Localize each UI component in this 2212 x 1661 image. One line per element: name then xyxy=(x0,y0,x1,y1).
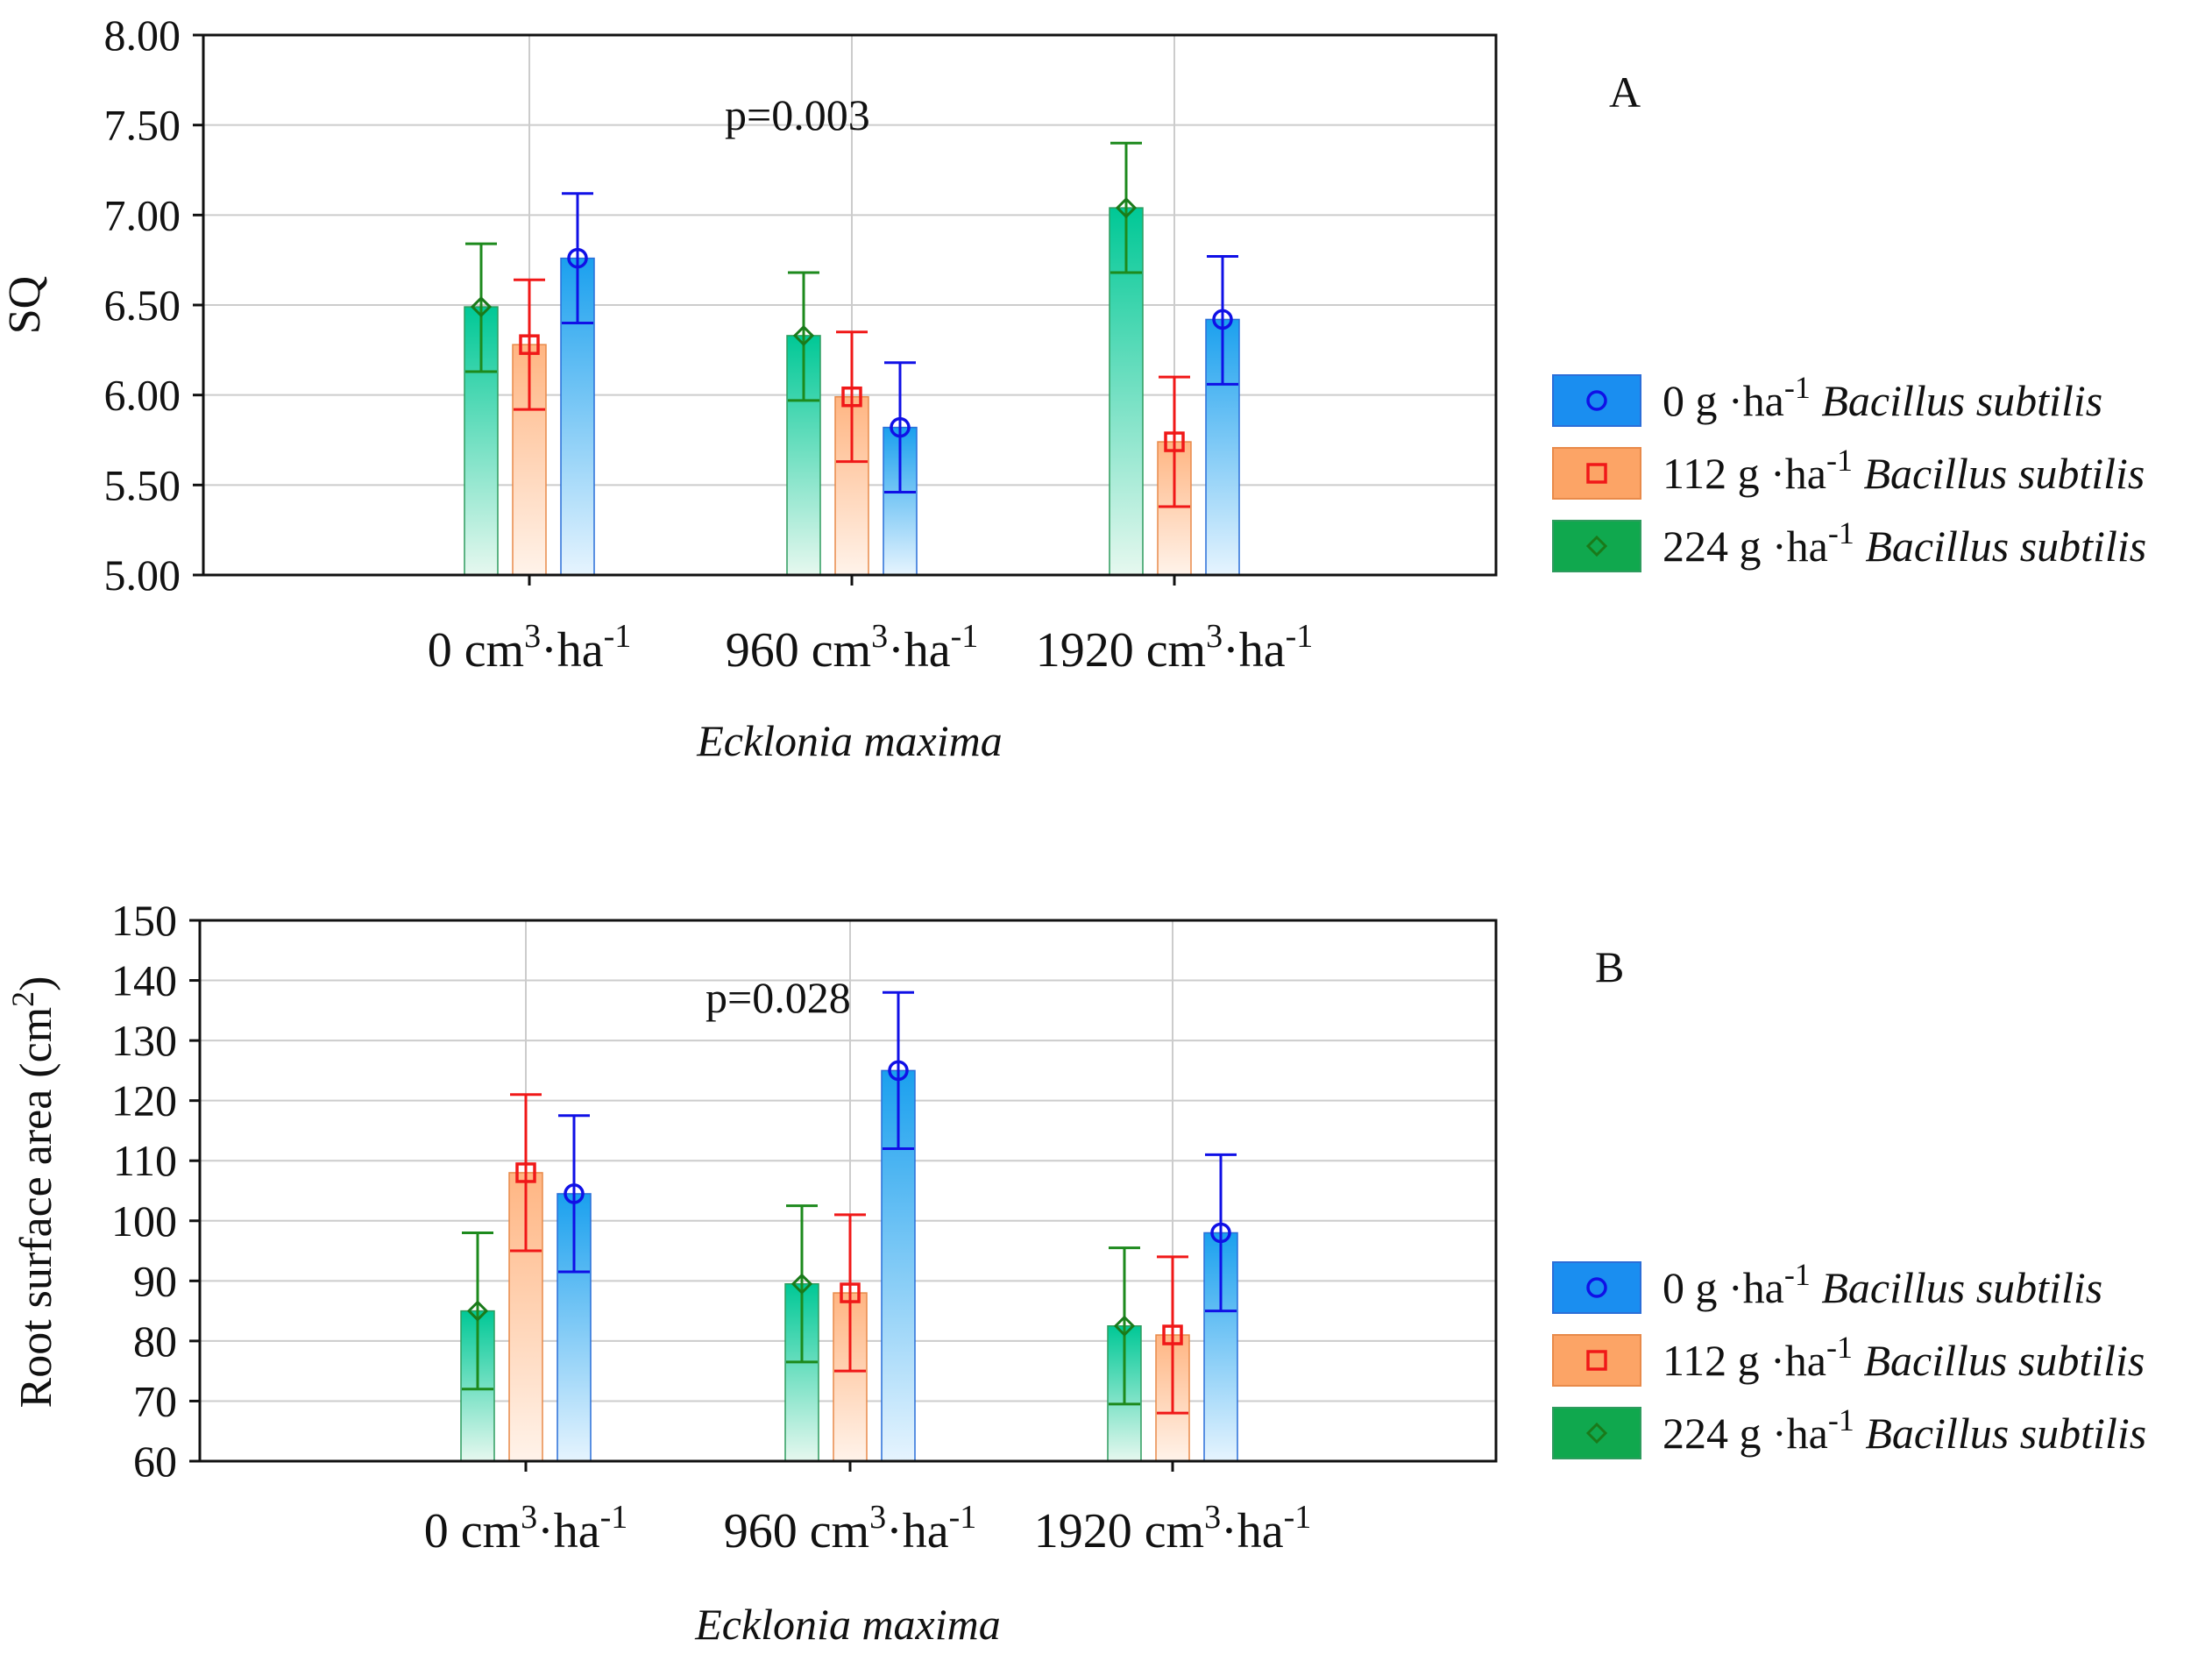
a-legend-label: 0 g ·ha-1 Bacillus subtilis xyxy=(1663,370,2102,425)
a-marker-diamond xyxy=(470,295,493,318)
a-marker-circle xyxy=(1212,309,1233,330)
b-xcategory-label: 0 cm3·ha-1 xyxy=(424,1499,628,1558)
a-ytick-label: 8.00 xyxy=(104,11,181,60)
b-legend-marker-square xyxy=(1586,1350,1607,1371)
b-ytick-label: 140 xyxy=(111,956,177,1005)
a-legend: 0 g ·ha-1 Bacillus subtilis 112 g ·ha-1 B… xyxy=(1552,370,2146,572)
b-legend-swatch-blue xyxy=(1552,1261,1641,1314)
b-legend-label: 112 g ·ha-1 Bacillus subtilis xyxy=(1663,1330,2145,1385)
b-marker-square xyxy=(515,1162,536,1183)
b-marker-diamond xyxy=(466,1300,489,1322)
b-marker-circle xyxy=(888,1060,909,1082)
a-legend-swatch-green xyxy=(1552,520,1641,572)
chart-panel-a: 5.00 5.50 6.00 6.50 7.00 7.50 8.00 0 cm3·ha-1 96… xyxy=(0,11,2146,765)
b-marker-circle xyxy=(564,1183,585,1204)
b-marker-square xyxy=(840,1282,861,1303)
a-marker-diamond xyxy=(1115,196,1138,219)
a-ytick-label: 5.50 xyxy=(104,460,181,509)
a-ytick-label: 7.00 xyxy=(104,190,181,239)
a-marker-circle xyxy=(890,416,911,438)
b-legend-marker-diamond xyxy=(1585,1422,1608,1445)
b-ytick-label: 90 xyxy=(133,1256,177,1305)
b-marker-circle xyxy=(1210,1222,1231,1244)
b-x-axis-title: Ecklonia maxima xyxy=(694,1600,1001,1649)
b-p-value: p=0.028 xyxy=(705,973,851,1022)
b-ytick-label: 110 xyxy=(113,1136,177,1185)
b-marker-diamond xyxy=(791,1273,813,1295)
a-marker-square xyxy=(841,386,862,408)
a-marker-square xyxy=(1164,431,1185,452)
b-ytick-label: 120 xyxy=(111,1076,177,1125)
a-y-axis-title: SQ xyxy=(0,276,50,334)
a-xcategory-label: 960 cm3·ha-1 xyxy=(726,618,979,678)
chart-panel-b: 60 70 80 90 100 110 120 130 140 150 0 cm3·ha-1 960 … xyxy=(5,896,2146,1649)
a-x-axis-title: Ecklonia maxima xyxy=(696,716,1003,765)
b-ytick-label: 70 xyxy=(133,1376,177,1425)
b-ytick-label: 130 xyxy=(111,1016,177,1065)
b-marker-diamond xyxy=(1113,1315,1136,1337)
b-ytick-label: 80 xyxy=(133,1317,177,1366)
a-ytick-label: 7.50 xyxy=(104,101,181,150)
a-bar-orange xyxy=(512,344,547,576)
b-panel-label: B xyxy=(1595,942,1624,991)
a-marker-diamond xyxy=(792,324,815,347)
b-ytick-label: 100 xyxy=(111,1196,177,1246)
b-legend-label: 0 g ·ha-1 Bacillus subtilis xyxy=(1663,1257,2102,1312)
a-legend-marker-square xyxy=(1586,463,1607,484)
b-legend: 0 g ·ha-1 Bacillus subtilis 112 g ·ha-1 B… xyxy=(1552,1257,2146,1459)
b-bar-blue xyxy=(881,1069,916,1462)
a-xcategory-label: 0 cm3·ha-1 xyxy=(428,618,632,678)
a-legend-marker-circle xyxy=(1586,390,1607,411)
a-marker-circle xyxy=(567,247,588,269)
a-legend-swatch-orange xyxy=(1552,447,1641,500)
a-ytick-label: 6.00 xyxy=(104,371,181,420)
a-xcategory-label: 1920 cm3·ha-1 xyxy=(1036,618,1314,678)
b-y-axis-title: Root surface area (cm2) xyxy=(5,976,61,1409)
b-plot-frame xyxy=(198,919,1498,1463)
b-xcategory-label: 960 cm3·ha-1 xyxy=(724,1499,977,1558)
b-ytick-label: 60 xyxy=(133,1437,177,1486)
a-legend-label: 224 g ·ha-1 Bacillus subtilis xyxy=(1663,515,2146,571)
b-legend-marker-circle xyxy=(1586,1277,1607,1298)
a-ytick-label: 6.50 xyxy=(104,280,181,330)
b-xcategory-label: 1920 cm3·ha-1 xyxy=(1034,1499,1312,1558)
a-ytick-label: 5.00 xyxy=(104,550,181,600)
b-legend-label: 224 g ·ha-1 Bacillus subtilis xyxy=(1663,1402,2146,1458)
b-marker-square xyxy=(1162,1324,1183,1345)
b-legend-swatch-green xyxy=(1552,1407,1641,1459)
a-marker-square xyxy=(519,334,540,355)
b-legend-swatch-orange xyxy=(1552,1334,1641,1387)
a-p-value: p=0.003 xyxy=(725,90,870,139)
b-ytick-label: 150 xyxy=(111,896,177,945)
a-legend-label: 112 g ·ha-1 Bacillus subtilis xyxy=(1663,443,2145,498)
a-legend-marker-diamond xyxy=(1585,535,1608,557)
a-legend-swatch-blue xyxy=(1552,374,1641,427)
a-panel-label: A xyxy=(1609,67,1641,117)
